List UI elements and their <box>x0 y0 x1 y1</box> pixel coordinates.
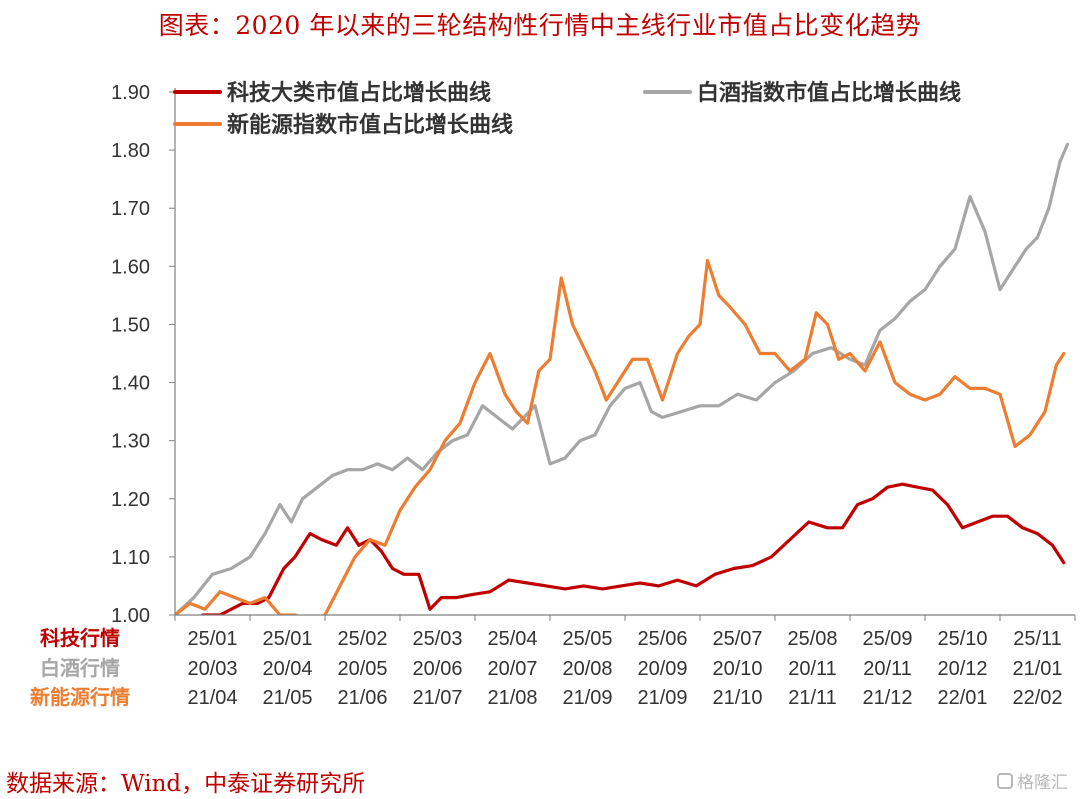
x-tick-label: 20/05 <box>337 658 387 680</box>
x-row-label: 科技行情 <box>40 626 120 650</box>
legend-label: 科技大类市值占比增长曲线 <box>227 80 491 106</box>
watermark-text: 格隆汇 <box>1017 773 1068 793</box>
y-tick-label: 1.40 <box>111 373 150 395</box>
x-tick-label: 25/03 <box>412 628 462 650</box>
x-tick-label: 20/06 <box>412 658 462 680</box>
legend-label: 白酒指数市值占比增长曲线 <box>697 80 961 106</box>
series-line-1 <box>201 482 1066 615</box>
y-tick-label: 1.80 <box>111 140 150 162</box>
y-tick-label: 1.20 <box>111 489 150 511</box>
y-tick-label: 1.60 <box>111 256 150 278</box>
series-line-2 <box>175 142 1070 615</box>
x-tick-label: 21/09 <box>562 687 612 709</box>
x-tick-label: 20/03 <box>187 658 237 680</box>
x-tick-label: 21/07 <box>412 687 462 709</box>
x-tick-label: 21/06 <box>337 687 387 709</box>
y-tick-label: 1.30 <box>111 431 150 453</box>
x-tick-label: 21/10 <box>712 687 762 709</box>
x-row-label: 白酒行情 <box>40 656 120 680</box>
series-lines <box>175 142 1070 615</box>
y-tick-label: 1.50 <box>111 314 150 336</box>
x-tick-label: 21/11 <box>788 687 837 709</box>
x-tick-label: 21/12 <box>862 687 912 709</box>
x-tick-label: 25/09 <box>862 628 912 650</box>
x-tick-label: 25/08 <box>787 628 837 650</box>
x-tick-label: 25/01 <box>187 628 237 650</box>
x-tick-label: 20/12 <box>937 658 987 680</box>
x-tick-label: 25/07 <box>712 628 762 650</box>
x-tick-label: 21/04 <box>187 687 237 709</box>
x-tick-label: 25/06 <box>637 628 687 650</box>
source-note: 数据来源：Wind，中泰证券研究所 <box>6 771 366 797</box>
x-tick-label: 25/01 <box>262 628 312 650</box>
y-tick-label: 1.10 <box>111 547 150 569</box>
series-group <box>175 142 1070 615</box>
line-chart: 1.00 1.10 1.20 1.30 1.40 1.50 1.60 1.70 1.80 1.90… <box>30 80 1076 709</box>
x-tick-label: 20/11 <box>863 658 912 680</box>
page-title: 图表：2020 年以来的三轮结构性行情中主线行业市值占比变化趋势 <box>158 11 922 40</box>
x-tick-label: 25/10 <box>937 628 987 650</box>
x-tick-label: 20/04 <box>262 658 312 680</box>
x-tick-label: 25/02 <box>337 628 387 650</box>
x-tick-label: 21/08 <box>487 687 537 709</box>
x-tick-label: 22/02 <box>1012 687 1062 709</box>
x-tick-label: 25/04 <box>487 628 537 650</box>
x-tick-label: 22/01 <box>937 687 987 709</box>
x-tick-label: 20/10 <box>712 658 762 680</box>
x-tick-label: 25/11 <box>1013 628 1062 650</box>
x-tick-label: 21/05 <box>262 687 312 709</box>
y-tick-label: 1.00 <box>111 605 150 627</box>
y-tick-label: 1.90 <box>111 82 150 104</box>
x-tick-label: 21/09 <box>637 687 687 709</box>
x-tick-label: 25/05 <box>562 628 612 650</box>
x-tick-label: 20/07 <box>487 658 537 680</box>
legend-label: 新能源指数市值占比增长曲线 <box>227 112 513 138</box>
watermark: 格隆汇 <box>997 768 1068 793</box>
x-tick-label: 21/01 <box>1012 658 1062 680</box>
series-line-3 <box>175 258 1066 615</box>
watermark-logo-icon <box>997 772 1013 789</box>
x-tick-label: 20/08 <box>562 658 612 680</box>
x-tick-label: 20/11 <box>788 658 837 680</box>
y-tick-label: 1.70 <box>111 198 150 220</box>
x-row-label: 新能源行情 <box>30 685 130 709</box>
x-axis-ticks: 科技行情 25/01 25/01 25/02 25/03 25/04 25/05 25/06 2… <box>30 615 1076 709</box>
x-tick-label: 20/09 <box>637 658 687 680</box>
y-axis-ticks: 1.00 1.10 1.20 1.30 1.40 1.50 1.60 1.70 1.80 1.90 <box>111 82 175 627</box>
